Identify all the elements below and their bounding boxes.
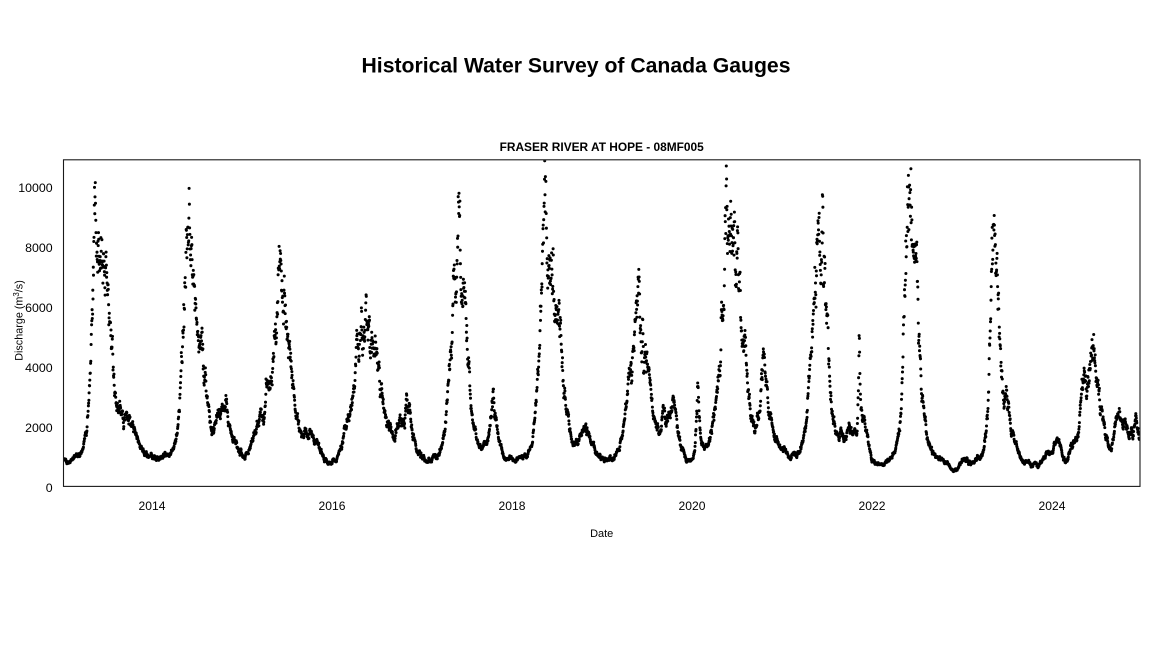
svg-text:2020: 2020 (679, 499, 706, 513)
svg-text:6000: 6000 (25, 301, 53, 315)
svg-text:4000: 4000 (25, 361, 53, 375)
svg-text:2022: 2022 (859, 499, 886, 513)
svg-text:FRASER RIVER AT HOPE - 08MF005: FRASER RIVER AT HOPE - 08MF005 (500, 140, 705, 154)
svg-text:2000: 2000 (25, 421, 53, 435)
svg-text:10000: 10000 (18, 181, 52, 195)
svg-text:Date: Date (590, 528, 613, 540)
svg-text:0: 0 (46, 481, 53, 495)
svg-text:Historical Water Survey of Can: Historical Water Survey of Canada Gauges (362, 55, 791, 78)
svg-text:2014: 2014 (139, 499, 166, 513)
svg-text:2018: 2018 (499, 499, 526, 513)
svg-text:2016: 2016 (319, 499, 346, 513)
svg-text:8000: 8000 (25, 241, 53, 255)
svg-text:Discharge (m3/s): Discharge (m3/s) (12, 280, 25, 361)
svg-text:2024: 2024 (1039, 499, 1066, 513)
